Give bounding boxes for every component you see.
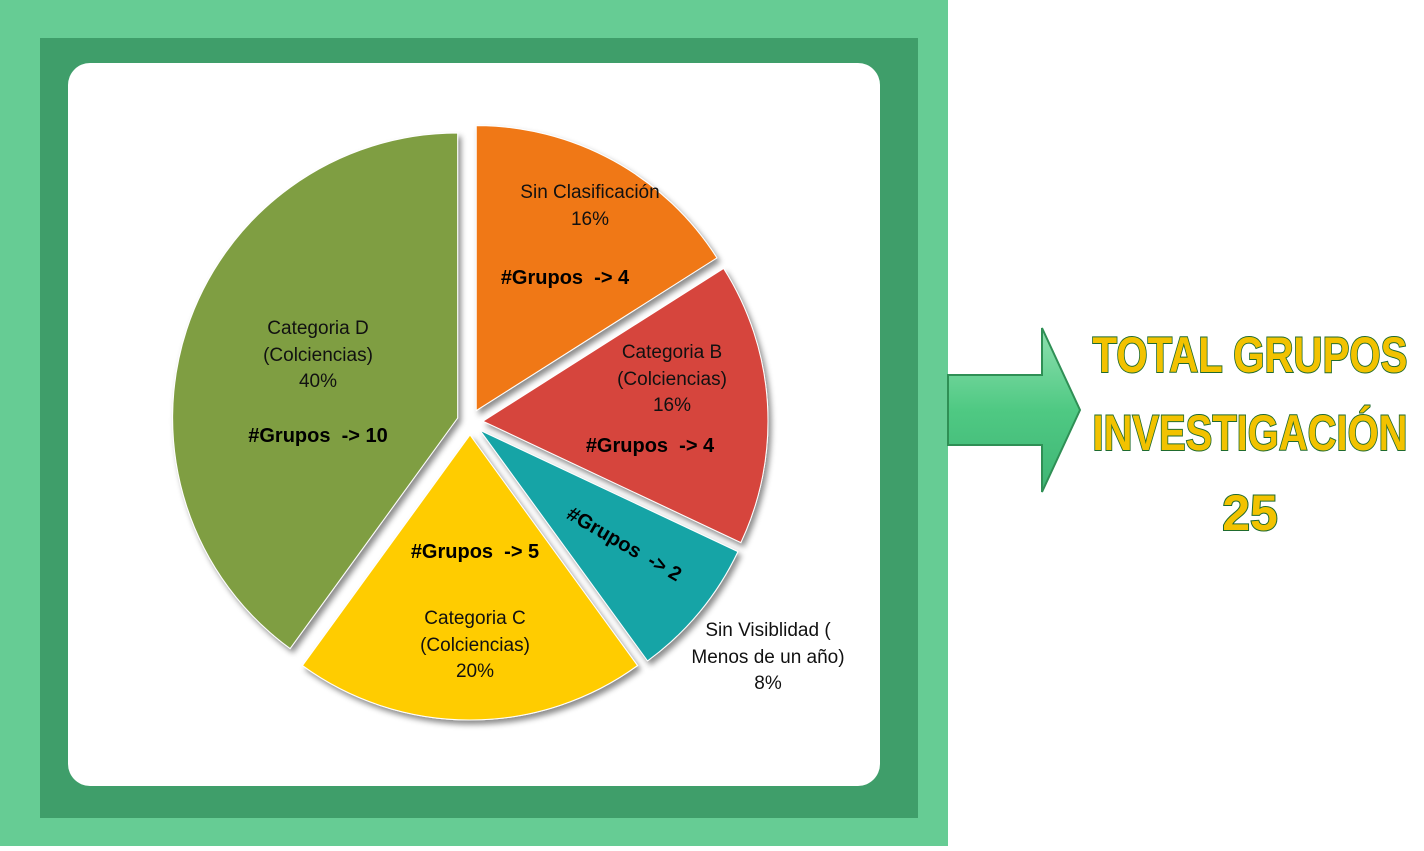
group-label-text: #Grupos -> 4 [585, 435, 715, 457]
pie: Sin Clasificación 16% #Grupos -> 4 Categori… [172, 125, 853, 721]
category-label: Sin Visiblidad ( Menos de un año) [691, 620, 845, 668]
total-value: 25 [1222, 485, 1278, 541]
value-label: 16% [570, 208, 610, 230]
value-label: 20% [455, 661, 495, 683]
group-label-text: #Grupos -> 10 [248, 425, 388, 447]
value-label: 8% [754, 673, 782, 695]
pie-slice [301, 434, 639, 721]
pie-slice [475, 125, 718, 412]
slice-label: Categoria C (Colciencias) 20% [375, 606, 575, 686]
pie-slice [172, 132, 459, 650]
total-title: TOTAL GRUPOS [1093, 327, 1408, 383]
category-label: Categoria C (Colciencias) [420, 608, 530, 656]
group-label-text: #Grupos -> 5 [410, 541, 540, 563]
slice-label: Sin Clasificación 16% [500, 180, 680, 233]
category-label: Categoria B (Colciencias) [617, 342, 727, 390]
group-label: #Grupos -> 10 [248, 425, 388, 447]
category-label: Sin Clasificación [520, 182, 660, 203]
group-label-text: #Grupos -> 4 [500, 267, 630, 289]
pie-slice [479, 429, 739, 662]
category-label: Categoria D (Colciencias) [263, 318, 373, 366]
group-label: #Grupos -> 4 [500, 267, 630, 289]
slice-label: Categoria B (Colciencias) 16% [582, 340, 762, 420]
slice-label-box: Categoria D (Colciencias) 40% [218, 316, 418, 396]
slice-label-box: Categoria C (Colciencias) 20% [375, 606, 575, 686]
slice-label-box: Categoria B (Colciencias) 16% [582, 340, 762, 420]
slice-label: Categoria D (Colciencias) 40% [218, 316, 418, 396]
group-label: #Grupos -> 4 [585, 435, 715, 457]
slice-label-box: Sin Visiblidad ( Menos de un año) 8% [683, 618, 853, 698]
arrow [947, 327, 1082, 493]
total-title: INVESTIGACIÓN [1093, 405, 1408, 461]
slice-label: Sin Visiblidad ( Menos de un año) 8% [683, 618, 853, 698]
slice-label-box: Sin Clasificación 16% [500, 180, 680, 233]
pie-slice [481, 267, 769, 544]
value-label: 16% [652, 395, 692, 417]
value-label: 40% [298, 371, 338, 393]
group-label: #Grupos -> 5 [410, 541, 540, 563]
